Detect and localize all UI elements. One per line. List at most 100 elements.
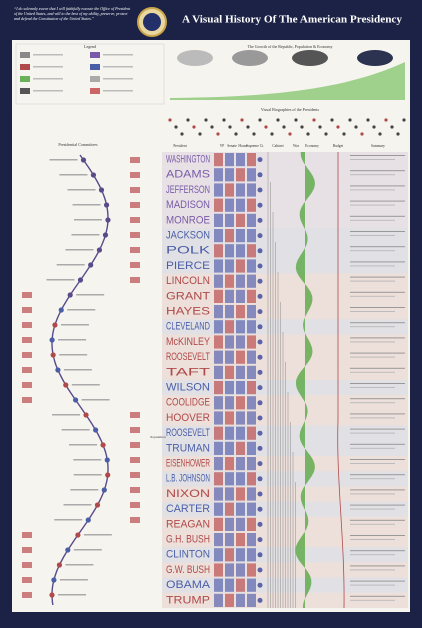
congress-block [225, 335, 234, 349]
court-dot [257, 567, 263, 573]
president-name: COOLIDGE [166, 397, 210, 409]
congress-block [214, 411, 223, 425]
court-dot [257, 385, 263, 391]
court-dot [257, 582, 263, 588]
term-note [71, 384, 100, 386]
summary-lines [350, 580, 405, 582]
president-name: LINCOLN [166, 275, 210, 287]
term-note [59, 579, 88, 581]
bio-icon [216, 132, 220, 136]
summary-lines [350, 417, 395, 419]
title: A Visual History Of The American Preside… [182, 14, 403, 25]
column-header: VP [220, 144, 225, 148]
congress-block [225, 350, 234, 364]
congress-block [225, 593, 234, 607]
row-band [162, 273, 408, 289]
state-map [22, 532, 32, 538]
growth-title: The Growth of the Republic, Population &… [248, 44, 333, 50]
congress-block [236, 502, 245, 516]
congress-block [247, 563, 256, 577]
congress-block [225, 472, 234, 486]
bio-icon [372, 125, 376, 129]
president-name: G.H. BUSH [166, 534, 210, 546]
congress-block [247, 289, 256, 303]
row-band [162, 349, 408, 365]
bio-icon [342, 132, 346, 136]
bio-icon [324, 132, 328, 136]
term-note [83, 534, 112, 536]
congress-block [214, 229, 223, 243]
summary-lines [350, 402, 395, 404]
summary-lines [350, 367, 405, 369]
bio-icon [282, 125, 286, 129]
state-map [22, 292, 32, 298]
congress-block [214, 441, 223, 455]
population-label: Population [150, 435, 165, 439]
bio-icon [396, 132, 400, 136]
court-dot [257, 415, 263, 421]
congress-block [247, 335, 256, 349]
term-note [52, 414, 81, 416]
term-node [105, 217, 111, 223]
term-node [50, 352, 56, 358]
term-node [93, 427, 99, 433]
economy-area [295, 152, 315, 608]
president-name: ROOSEVELT [166, 351, 210, 363]
term-node [102, 232, 109, 238]
court-dot [257, 172, 263, 178]
state-map [22, 367, 32, 373]
congress-block [247, 305, 256, 319]
term-node [100, 442, 106, 448]
congress-block [214, 274, 223, 288]
congress-block [236, 289, 245, 303]
term-node [65, 547, 71, 553]
state-map [22, 307, 32, 313]
column-header: President [173, 144, 186, 148]
row-band [162, 152, 408, 168]
maps [170, 50, 405, 100]
term-node [52, 322, 58, 328]
congress-block [225, 259, 234, 273]
bio-icon [168, 118, 172, 122]
legend-box [15, 43, 165, 105]
congress-block [225, 213, 234, 227]
congress-block [236, 441, 245, 455]
term-note [69, 444, 98, 446]
row-band [162, 304, 408, 320]
row-band [162, 182, 408, 198]
summary-lines [350, 569, 395, 571]
court-dot [257, 263, 263, 269]
congress-block [247, 213, 256, 227]
congress-block [236, 563, 245, 577]
president-name: MADISON [166, 199, 210, 211]
congress-block [225, 533, 234, 547]
bio-icon [348, 118, 352, 122]
state-map [22, 337, 32, 343]
state-map [130, 202, 140, 208]
congress-block [225, 183, 234, 197]
congress-block [247, 441, 256, 455]
congress-block [247, 381, 256, 395]
court-dot [257, 309, 263, 315]
congress-block [214, 350, 223, 364]
congress-block [236, 168, 245, 182]
congress-block [225, 320, 234, 334]
summary-lines [350, 428, 405, 430]
legend-swatch [20, 52, 30, 58]
state-map [130, 487, 140, 493]
court-dot [257, 506, 263, 512]
president-name: GRANT [166, 290, 210, 302]
summary-lines [350, 250, 395, 252]
congress-block [236, 153, 245, 167]
president-name: TRUMAN [166, 442, 210, 454]
summary-lines [350, 219, 395, 221]
term-note [71, 234, 100, 236]
term-node [51, 577, 57, 583]
congress-block [225, 198, 234, 212]
state-map [22, 352, 32, 358]
bio-icon [312, 118, 316, 122]
bio-icon [198, 132, 202, 136]
congress-block [225, 289, 234, 303]
court-dot [257, 537, 263, 543]
